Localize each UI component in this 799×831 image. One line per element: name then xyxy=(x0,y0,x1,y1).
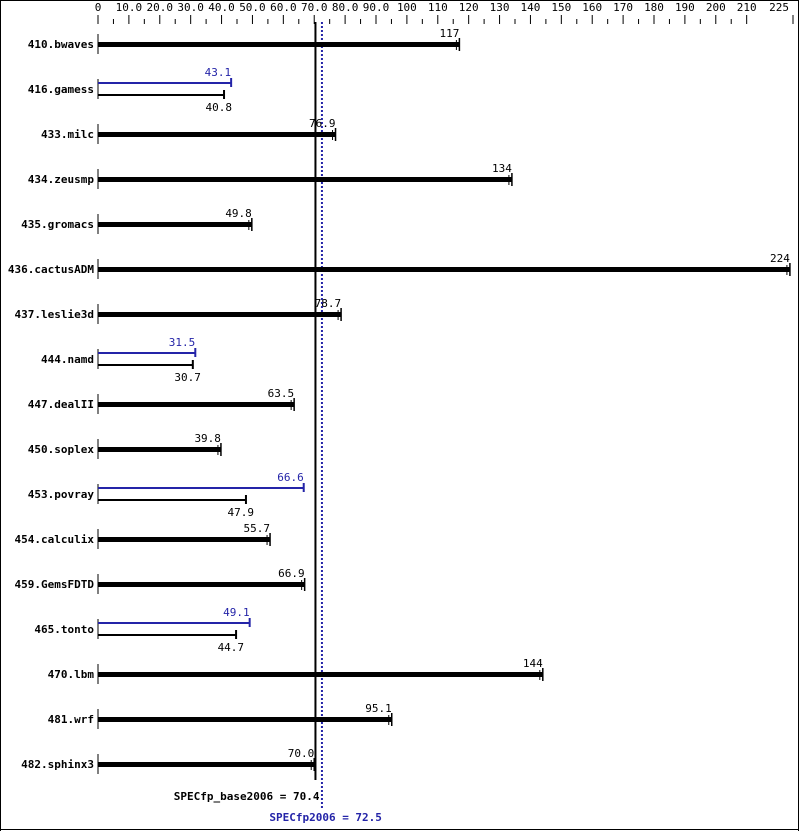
x-tick-label: 20.0 xyxy=(147,1,174,14)
base-value-label: 49.8 xyxy=(225,207,252,220)
x-tick-label: 90.0 xyxy=(363,1,390,14)
base-bar xyxy=(98,537,271,542)
base-value-label: 39.8 xyxy=(194,432,221,445)
x-tick-label: 100 xyxy=(397,1,417,14)
base-bar xyxy=(98,42,460,47)
benchmark-label: 410.bwaves xyxy=(28,38,94,51)
base-bar xyxy=(98,717,392,722)
peak-bar xyxy=(98,487,304,489)
benchmark-label: 447.dealII xyxy=(28,398,94,411)
x-tick-label: 110 xyxy=(428,1,448,14)
x-tick-label: 180 xyxy=(644,1,664,14)
x-tick-label: 0 xyxy=(95,1,102,14)
base-bar xyxy=(98,582,305,587)
base-bar xyxy=(98,222,252,227)
base-value-label: 117 xyxy=(440,27,460,40)
base-value-label: 55.7 xyxy=(244,522,271,535)
x-tick-label: 190 xyxy=(675,1,695,14)
base-bar xyxy=(98,634,237,636)
base-value-label: 76.9 xyxy=(309,117,336,130)
benchmark-label: 435.gromacs xyxy=(21,218,94,231)
x-tick-label: 160 xyxy=(582,1,602,14)
peak-value-label: 31.5 xyxy=(169,336,196,349)
base-bar xyxy=(98,94,225,96)
x-tick-label: 50.0 xyxy=(239,1,266,14)
base-value-label: 70.0 xyxy=(288,747,315,760)
x-tick-label: 200 xyxy=(706,1,726,14)
benchmark-label: 416.gamess xyxy=(28,83,94,96)
x-tick-label: 130 xyxy=(490,1,510,14)
x-tick-label: 140 xyxy=(521,1,541,14)
base-value-label: 30.7 xyxy=(174,371,201,384)
x-tick-label: 30.0 xyxy=(177,1,204,14)
base-value-label: 95.1 xyxy=(365,702,392,715)
benchmark-label: 436.cactusADM xyxy=(8,263,94,276)
peak-value-label: 66.6 xyxy=(277,471,304,484)
peak-bar xyxy=(98,352,196,354)
base-value-label: 78.7 xyxy=(315,297,342,310)
base-value-label: 134 xyxy=(492,162,512,175)
benchmark-label: 454.calculix xyxy=(15,533,95,546)
base-value-label: 224 xyxy=(770,252,790,265)
x-tick-label: 225 xyxy=(769,1,789,14)
x-tick-label: 170 xyxy=(613,1,633,14)
peak-score-label: SPECfp2006 = 72.5 xyxy=(269,811,382,824)
base-value-label: 47.9 xyxy=(227,506,254,519)
x-tick-label: 120 xyxy=(459,1,479,14)
benchmark-label: 470.lbm xyxy=(48,668,95,681)
benchmark-label: 481.wrf xyxy=(48,713,94,726)
base-value-label: 66.9 xyxy=(278,567,305,580)
base-bar xyxy=(98,267,790,272)
benchmark-label: 465.tonto xyxy=(34,623,94,636)
benchmark-label: 453.povray xyxy=(28,488,95,501)
benchmark-label: 450.soplex xyxy=(28,443,95,456)
x-tick-label: 80.0 xyxy=(332,1,359,14)
peak-value-label: 43.1 xyxy=(205,66,232,79)
benchmark-label: 459.GemsFDTD xyxy=(15,578,95,591)
x-tick-label: 210 xyxy=(737,1,757,14)
benchmark-label: 444.namd xyxy=(41,353,94,366)
x-tick-label: 60.0 xyxy=(270,1,297,14)
base-score-label: SPECfp_base2006 = 70.4 xyxy=(174,790,320,803)
base-bar xyxy=(98,499,246,501)
base-bar xyxy=(98,762,315,767)
x-tick-label: 70.0 xyxy=(301,1,328,14)
benchmark-label: 434.zeusmp xyxy=(28,173,95,186)
peak-bar xyxy=(98,82,232,84)
peak-bar xyxy=(98,622,250,624)
x-tick-label: 40.0 xyxy=(208,1,235,14)
benchmark-label: 482.sphinx3 xyxy=(21,758,94,771)
x-tick-label: 10.0 xyxy=(116,1,143,14)
benchmark-label: 433.milc xyxy=(41,128,94,141)
base-bar xyxy=(98,447,221,452)
base-value-label: 144 xyxy=(523,657,543,670)
base-bar xyxy=(98,364,193,366)
base-bar xyxy=(98,312,342,317)
x-tick-label: 150 xyxy=(551,1,571,14)
benchmark-label: 437.leslie3d xyxy=(15,308,94,321)
base-bar xyxy=(98,672,543,677)
base-value-label: 44.7 xyxy=(218,641,245,654)
base-bar xyxy=(98,177,512,182)
base-value-label: 63.5 xyxy=(268,387,295,400)
base-bar xyxy=(98,132,336,137)
peak-value-label: 49.1 xyxy=(223,606,250,619)
base-value-label: 40.8 xyxy=(206,101,233,114)
base-bar xyxy=(98,402,295,407)
